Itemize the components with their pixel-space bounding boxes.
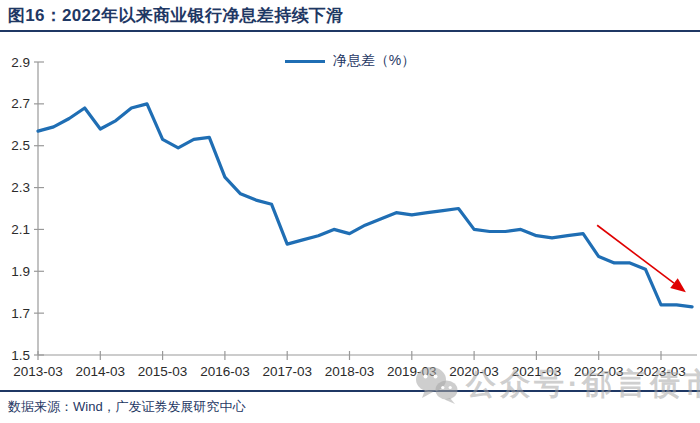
y-tick-label: 1.9: [11, 264, 30, 279]
y-tick-label: 2.1: [11, 222, 30, 237]
y-tick-label: 2.9: [11, 55, 30, 70]
y-tick-label: 2.3: [11, 180, 30, 195]
decline-arrow-line: [597, 225, 674, 283]
x-tick-label: 2022-03: [574, 364, 624, 379]
data-source-note: 数据来源：Wind，广发证券发展研究中心: [8, 398, 246, 416]
x-tick-label: 2015-03: [138, 364, 188, 379]
net-interest-margin-line-chart: 2.9 2.7 2.5 2.3 2.1 1.9 1.7 1.52013-03 2014-03 20…: [0, 0, 700, 423]
x-tick-label: 2019-03: [387, 364, 437, 379]
y-tick-label: 1.7: [11, 306, 30, 321]
x-tick-label: 2021-03: [512, 364, 562, 379]
x-tick-label: 2023-03: [636, 364, 686, 379]
x-tick-label: 2013-03: [13, 364, 63, 379]
y-tick-label: 2.5: [11, 138, 30, 153]
y-tick-label: 2.7: [11, 96, 30, 111]
figure-card: 图16：2022年以来商业银行净息差持续下滑 净息差（%） 2.92.72.52…: [0, 0, 700, 423]
x-tick-label: 2018-03: [325, 364, 375, 379]
y-tick-label: 1.5: [11, 348, 30, 363]
x-tick-label: 2017-03: [262, 364, 312, 379]
footer-divider: [0, 390, 700, 392]
x-tick-label: 2014-03: [76, 364, 126, 379]
x-tick-label: 2016-03: [200, 364, 250, 379]
decline-arrow-head: [670, 278, 686, 292]
nim-line-series: [38, 104, 692, 307]
x-tick-label: 2020-03: [449, 364, 499, 379]
